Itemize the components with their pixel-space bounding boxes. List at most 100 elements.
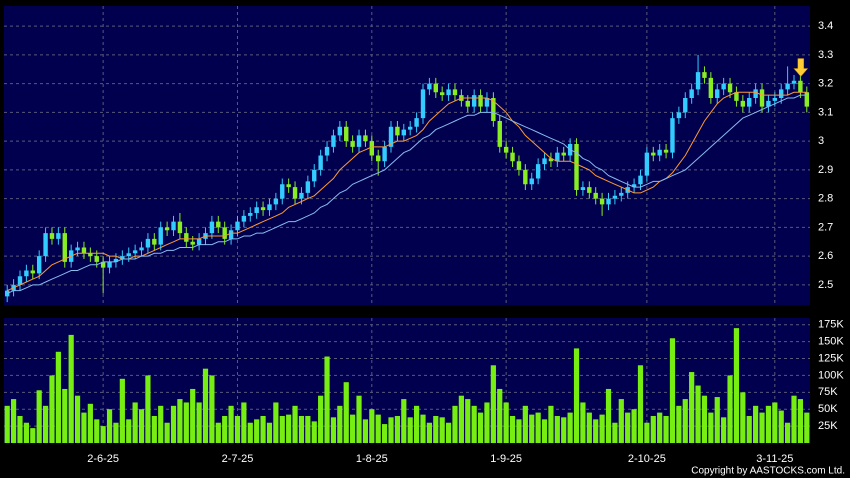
volume-bar	[30, 428, 36, 443]
candle-body	[56, 233, 61, 239]
candle-body	[344, 126, 349, 142]
volume-bar	[298, 415, 305, 443]
y-tick-label: 175K	[818, 319, 844, 331]
candle-body	[88, 253, 93, 257]
volume-bar	[426, 422, 432, 443]
volume-bar	[695, 385, 701, 443]
volume-bar	[94, 419, 100, 443]
candle-body	[779, 89, 784, 98]
y-tick-label: 2.6	[818, 250, 833, 262]
volume-bar	[177, 399, 183, 443]
volume-bar	[727, 375, 733, 443]
candle-body	[753, 89, 758, 98]
volume-bar	[522, 405, 528, 443]
candle-body	[171, 221, 176, 231]
volume-bar	[382, 424, 388, 443]
y-tick-label: 75K	[818, 386, 838, 398]
volume-bar	[631, 409, 637, 443]
candle-body	[299, 192, 304, 199]
volume-bar	[733, 328, 740, 443]
volume-bar	[17, 415, 23, 443]
volume-bar	[209, 375, 215, 443]
candle-body	[663, 149, 669, 153]
candle-body	[791, 80, 797, 84]
x-tick-label: 1-9-25	[490, 453, 522, 465]
candle-body	[510, 152, 515, 162]
candle-body	[529, 178, 534, 185]
candle-body	[523, 169, 528, 185]
y-tick-label: 3.1	[818, 106, 833, 118]
candle-body	[587, 187, 592, 193]
volume-bar	[561, 417, 567, 443]
price-panel	[4, 6, 810, 305]
candle-body	[4, 290, 10, 297]
volume-bar	[567, 412, 573, 443]
candle-body	[497, 121, 502, 147]
volume-bar	[23, 422, 29, 443]
candle-body	[420, 89, 426, 119]
volume-bar	[151, 415, 157, 443]
candle-body	[356, 135, 362, 147]
candle-body	[772, 98, 778, 101]
volume-bar	[676, 405, 682, 443]
candle-body	[759, 89, 765, 107]
volume-bar	[254, 419, 260, 443]
candle-body	[94, 256, 99, 262]
volume-bar	[260, 415, 266, 443]
x-tick-label: 3-11-25	[756, 453, 793, 465]
volume-bar	[797, 399, 804, 443]
volume-bar	[439, 417, 445, 443]
candle-body	[62, 233, 67, 262]
volume-bar	[471, 405, 477, 443]
candle-body	[100, 261, 106, 268]
volume-bar	[618, 399, 624, 443]
volume-bar	[10, 399, 17, 443]
volume-bar	[682, 399, 688, 443]
x-tick-label: 1-8-25	[356, 453, 388, 465]
candle-body	[158, 227, 163, 245]
x-tick-label: 2-7-25	[222, 453, 254, 465]
candle-body	[286, 184, 291, 188]
volume-bar	[484, 402, 490, 443]
volume-bar	[362, 419, 369, 443]
volume-bar	[465, 399, 471, 443]
volume-bar	[170, 405, 177, 443]
volume-bar	[497, 388, 503, 443]
candle-body	[651, 152, 656, 156]
y-tick-label: 3.3	[818, 49, 833, 61]
volume-bar	[644, 422, 650, 443]
volume-bar	[535, 412, 541, 443]
candle-body	[407, 126, 413, 130]
volume-bar	[394, 415, 401, 443]
candle-body	[702, 72, 707, 78]
volume-bar	[222, 415, 228, 443]
volume-bar	[669, 338, 676, 443]
candle-body	[414, 118, 419, 127]
volume-bar	[113, 422, 119, 443]
volume-bar	[413, 405, 420, 443]
candle-body	[612, 195, 618, 199]
volume-bar	[273, 402, 279, 443]
volume-bar	[420, 414, 426, 443]
volume-bar	[375, 414, 381, 443]
candle-body	[120, 256, 125, 259]
volume-bar	[586, 412, 592, 443]
y-tick-label: 2.8	[818, 193, 833, 205]
candle-body	[695, 72, 701, 90]
volume-bar	[196, 402, 202, 443]
candle-body	[676, 112, 682, 119]
candle-body	[747, 98, 752, 107]
volume-bar	[452, 405, 458, 443]
volume-bar	[765, 405, 772, 443]
candle-body	[503, 146, 509, 153]
candle-body	[75, 247, 80, 251]
candle-body	[484, 98, 490, 107]
candle-body	[599, 198, 605, 205]
volume-bar	[663, 415, 669, 443]
candle-body	[631, 184, 637, 188]
candle-body	[657, 149, 662, 156]
volume-bar	[183, 402, 189, 443]
candle-body	[331, 135, 336, 147]
candle-body	[337, 126, 343, 136]
volume-bar	[330, 417, 337, 443]
